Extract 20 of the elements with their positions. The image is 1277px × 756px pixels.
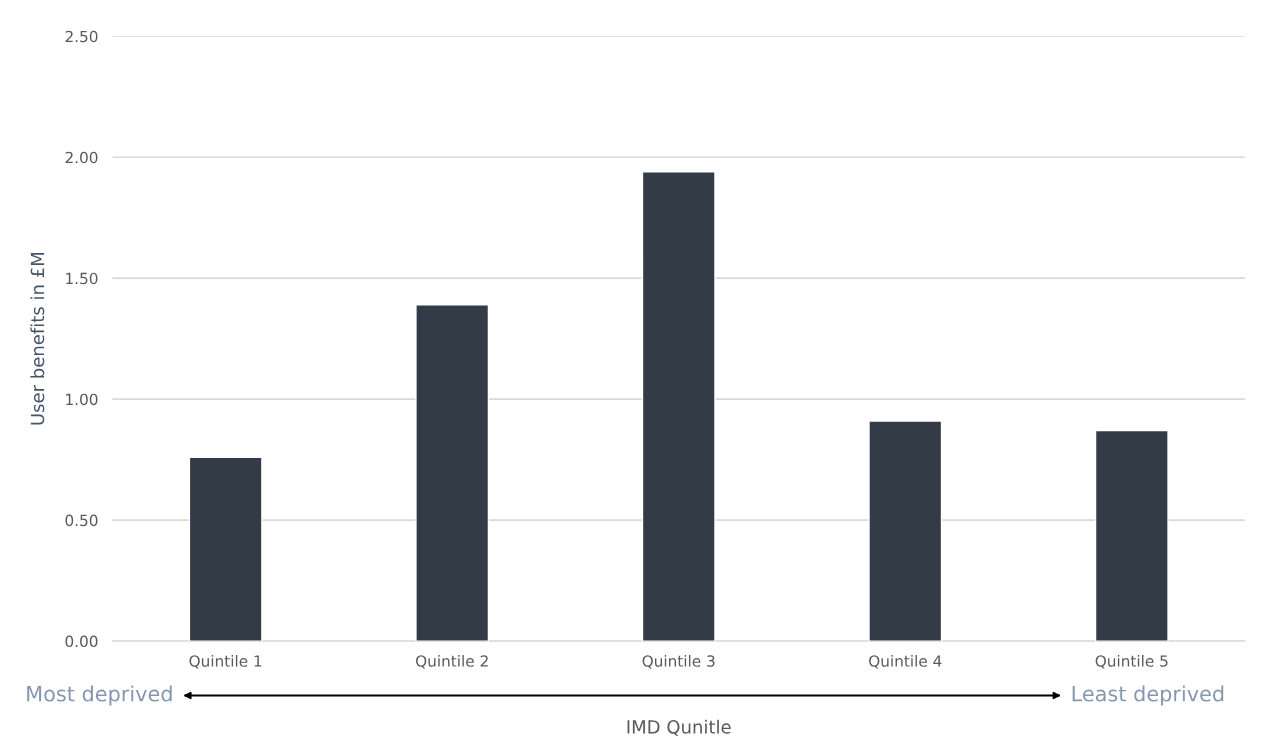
bar — [1094, 429, 1169, 642]
y-tick-label: 2.50 — [65, 30, 98, 43]
y-axis-title: User benefits in £M — [30, 253, 45, 425]
y-tick-label: 0.50 — [65, 514, 98, 527]
y-tick-label: 2.00 — [65, 151, 98, 164]
y-tick-label: 0.00 — [65, 635, 98, 648]
x-tick-label: Quintile 4 — [869, 654, 942, 669]
x-tick-label: Quintile 2 — [416, 654, 488, 669]
x-tick-label: Quintile 5 — [1095, 654, 1168, 669]
bar — [188, 456, 263, 642]
bar — [868, 420, 943, 642]
bar — [641, 171, 716, 642]
y-tick-label: 1.00 — [66, 393, 98, 406]
bar — [415, 304, 490, 642]
x-tick-label: Quintile 3 — [642, 654, 715, 669]
text: Most deprived — [27, 685, 172, 706]
x-axis-title: IMD Qunitle — [627, 719, 731, 736]
text: Least deprived — [1072, 685, 1224, 706]
x-tick-label: Quintile 1 — [189, 654, 262, 669]
y-tick-label: 1.50 — [66, 272, 98, 285]
